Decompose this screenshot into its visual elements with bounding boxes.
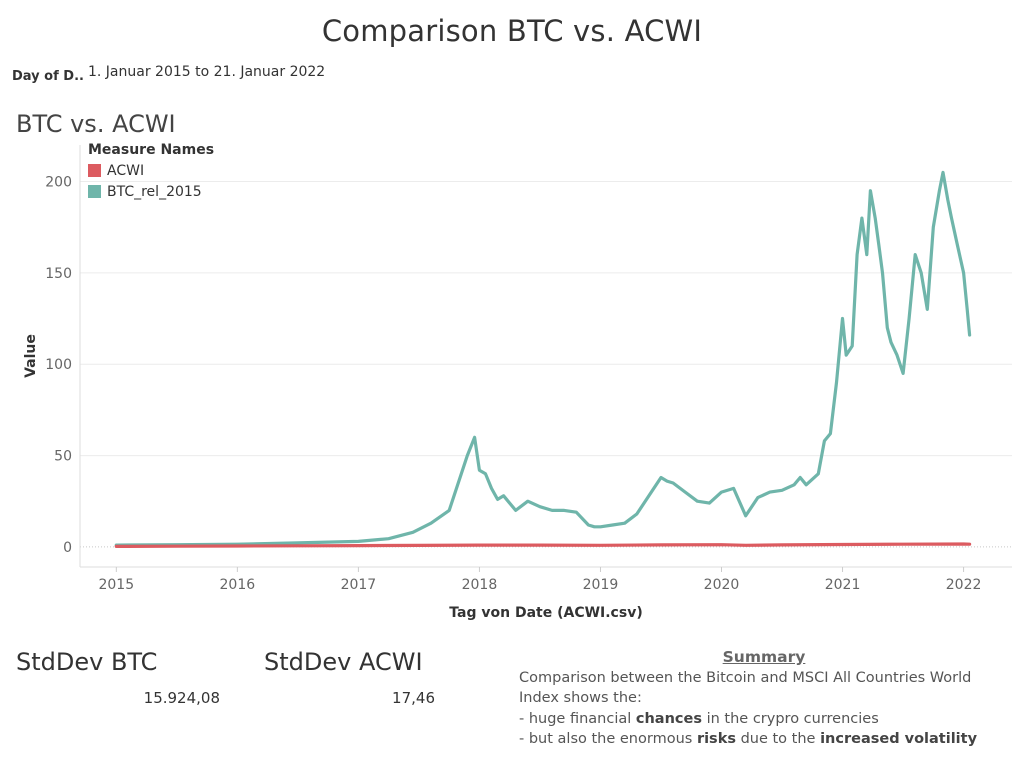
date-filter-label: Day of D..: [12, 69, 84, 84]
legend-item-btc[interactable]: BTC_rel_2015: [88, 181, 214, 202]
y-tick-label: 100: [45, 357, 72, 373]
x-axis-title: Tag von Date (ACWI.csv): [449, 605, 642, 621]
legend-swatch-acwi: [88, 164, 101, 177]
y-tick-label: 0: [63, 540, 72, 556]
y-tick-label: 150: [45, 266, 72, 282]
y-tick-label: 200: [45, 175, 72, 191]
summary-line-chances: - huge financial chances in the crypro c…: [519, 710, 879, 727]
y-tick-label: 50: [54, 449, 72, 465]
x-tick-label: 2020: [704, 577, 740, 593]
x-tick-label: 2018: [462, 577, 498, 593]
kpi-title-stddev-btc: StdDev BTC: [16, 648, 158, 676]
summary-line-risks: - but also the enormous risks due to the…: [519, 731, 978, 747]
series-line-acwi[interactable]: [114, 542, 972, 549]
x-tick-label: 2016: [220, 577, 256, 593]
chart-legend[interactable]: Measure Names ACWI BTC_rel_2015: [88, 142, 214, 202]
kpi-value-stddev-btc: 15.924,08: [143, 689, 220, 707]
summary-heading: Summary: [722, 648, 806, 666]
legend-label-acwi: ACWI: [107, 162, 145, 179]
legend-item-acwi[interactable]: ACWI: [88, 160, 214, 181]
series-line-btc_rel_2015[interactable]: [114, 170, 972, 547]
legend-label-btc: BTC_rel_2015: [107, 183, 202, 200]
x-tick-label: 2015: [98, 577, 134, 593]
line-chart[interactable]: 0 50 100 150 200 2015 2016 2017 2018 2019 2020 2021…: [0, 140, 1024, 630]
x-tick-label: 2017: [341, 577, 377, 593]
summary-panel: Summary Comparison between the Bitcoin a…: [519, 647, 1009, 750]
summary-intro: Comparison between the Bitcoin and MSCI …: [519, 669, 972, 707]
x-tick-label: 2022: [946, 577, 982, 593]
date-filter-value[interactable]: 1. Januar 2015 to 21. Januar 2022: [88, 64, 326, 80]
dashboard-title: Comparison BTC vs. ACWI: [321, 14, 703, 48]
y-axis-title: Value: [23, 334, 39, 378]
x-tick-label: 2021: [825, 577, 861, 593]
x-tick-label: 2019: [583, 577, 619, 593]
kpi-value-stddev-acwi: 17,46: [392, 689, 435, 707]
sheet-title: BTC vs. ACWI: [16, 110, 176, 138]
legend-title: Measure Names: [88, 142, 215, 158]
kpi-title-stddev-acwi: StdDev ACWI: [264, 648, 423, 676]
legend-swatch-btc: [88, 185, 101, 198]
